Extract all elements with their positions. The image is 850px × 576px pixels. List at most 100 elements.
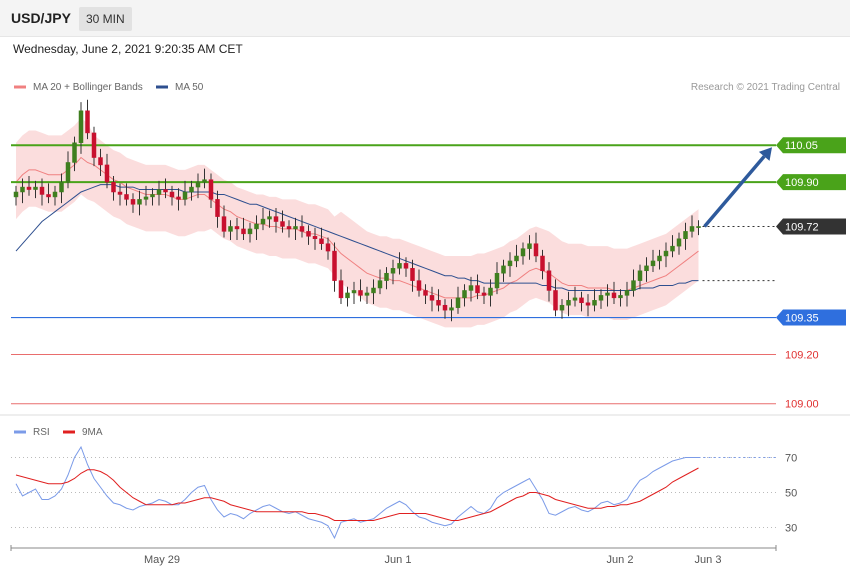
ma20-legend-label: MA 20 + Bollinger Bands [33, 82, 143, 93]
pivot-tag [776, 309, 846, 326]
candle-body [384, 272, 389, 281]
candle-body [91, 132, 97, 158]
candle-body [332, 250, 337, 281]
symbol-label: USD/JPY [11, 10, 71, 26]
candle-body [137, 199, 142, 205]
candle-body [501, 265, 506, 274]
candle-body [403, 263, 409, 269]
candle-body [566, 300, 571, 306]
candle-body [468, 285, 474, 291]
x-axis-label: Jun 1 [385, 554, 412, 566]
resistance-tag-label: 109.90 [785, 177, 819, 189]
resistance-tag-label: 110.05 [785, 140, 818, 152]
candle-body [143, 196, 149, 200]
candle-body [130, 199, 136, 205]
candle-body [312, 236, 318, 240]
candle-body [358, 290, 363, 296]
rsi-line [15, 445, 699, 540]
candle-body [429, 295, 435, 301]
candle-body [397, 263, 402, 269]
candle-body [221, 216, 227, 232]
candle-body [156, 189, 162, 195]
current-price-label: 109.72 [785, 221, 819, 233]
candle-body [423, 290, 428, 296]
candle-body [507, 260, 513, 267]
candle-body [228, 226, 233, 232]
candle-body [410, 268, 415, 281]
candle-body [189, 186, 194, 193]
resistance-tag [776, 137, 846, 154]
candle-body [59, 181, 64, 193]
candle-body [98, 157, 103, 166]
candle-body [624, 290, 630, 296]
candle-body [377, 280, 383, 289]
candle-body [117, 191, 123, 195]
x-axis-label: May 29 [144, 554, 180, 566]
candle-body [306, 231, 311, 237]
candle-body [345, 292, 350, 299]
candle-body [371, 287, 376, 294]
candle-body [163, 189, 168, 193]
candle-body [462, 290, 467, 299]
candle-body [696, 226, 701, 228]
candle-body [78, 110, 84, 144]
candle-body [150, 194, 155, 198]
candle-body [572, 297, 578, 301]
candle-body [208, 179, 214, 200]
rsi-tick-label: 50 [785, 488, 797, 500]
ma20-line [15, 156, 699, 299]
rsi-tick-label: 30 [785, 523, 797, 535]
candle-body [338, 280, 344, 299]
candle-body [533, 243, 539, 257]
candle-body [182, 191, 188, 200]
candle-body [234, 226, 240, 230]
x-axis-label: Jun 2 [607, 554, 634, 566]
candle-body [104, 164, 110, 183]
candle-body [527, 243, 532, 249]
candle-body [260, 218, 266, 225]
candle-body [46, 194, 51, 198]
candle-body [657, 255, 662, 262]
candle-body [650, 260, 656, 267]
candle-body [20, 186, 25, 193]
source-label: Research © 2021 Trading Central [691, 82, 840, 93]
candle-body [689, 226, 695, 232]
candle-body [72, 142, 77, 163]
timeframe-button[interactable]: 30 MIN [79, 7, 132, 31]
candle-body [598, 295, 604, 301]
candle-body [644, 265, 649, 272]
candle-body [592, 300, 597, 306]
candle-body [546, 270, 552, 291]
timestamp: Wednesday, June 2, 2021 9:20:35 AM CET [13, 42, 243, 56]
candle-body [195, 181, 201, 188]
candle-body [254, 223, 259, 230]
x-axis-label: Jun 3 [695, 554, 722, 566]
candle-body [202, 179, 207, 183]
candle-body [585, 302, 591, 306]
candle-body [52, 191, 58, 198]
bollinger-band [16, 118, 699, 328]
candle-body [618, 295, 623, 299]
candle-body [176, 196, 181, 200]
candle-body [663, 250, 669, 257]
candle-body [13, 191, 19, 198]
candle-body [416, 280, 422, 291]
candle-body [611, 292, 617, 299]
candle-body [319, 238, 324, 244]
candle-body [169, 191, 175, 198]
forecast-arrowhead [758, 147, 772, 161]
rsi-ma-line [15, 467, 699, 521]
candle-body [488, 287, 493, 296]
candle-body [39, 186, 45, 195]
resistance-tag [776, 174, 846, 191]
candle-body [449, 307, 454, 311]
pivot-tag-label: 109.35 [785, 313, 819, 325]
candle-body [455, 297, 461, 308]
candle-body [442, 304, 448, 311]
rsi-tick-label: 70 [785, 453, 797, 465]
candle-body [111, 181, 116, 193]
candle-body [520, 248, 526, 257]
candle-body [579, 297, 584, 304]
candle-body [351, 290, 357, 294]
